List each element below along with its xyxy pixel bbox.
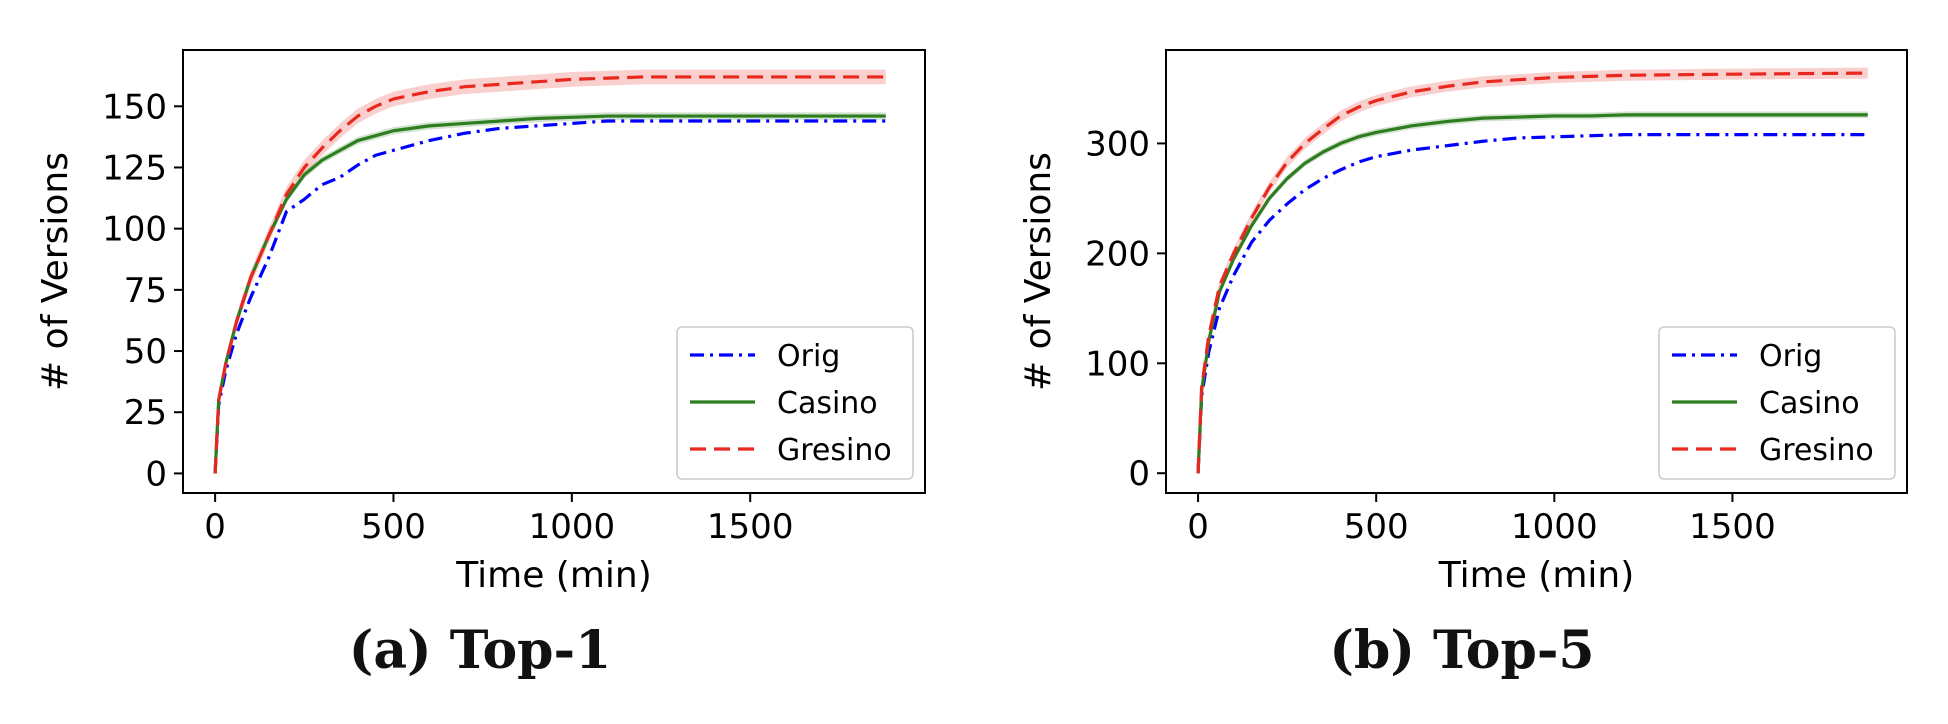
y-tick-label: 0 [145,454,167,494]
y-tick-label: 25 [124,393,167,433]
x-axis-label: Time (min) [455,555,652,596]
legend-label-gresino: Gresino [777,433,892,468]
y-tick-label: 150 [102,87,167,127]
panel-caption-b: (b) Top-5 [1329,620,1595,681]
x-tick-label: 1000 [529,507,616,547]
series-line-casino [1196,113,1868,474]
chart-panel-1: 0 500 1000 1500 0 25 50 75 100 125 150 Time (min) # … [35,49,926,596]
chart-panel-2: 0 500 1000 1500 0 100 200 300 Time (min) # of Ver… [1018,49,1908,596]
y-axis-label: # of Versions [35,152,76,391]
x-tick-label: 0 [204,507,226,547]
series-line-gresino [213,75,886,474]
legend-box [676,326,914,480]
y-tick-label: 200 [1085,234,1150,274]
x-tick-label: 1000 [1511,507,1598,547]
y-tick-label: 125 [102,148,167,188]
x-tick-label: 0 [1187,507,1209,547]
y-axis-label: # of Versions [1018,152,1059,391]
series-line-gresino [1196,71,1868,474]
legend-label-orig: Orig [777,339,840,374]
y-tick-label: 75 [124,271,167,311]
legend-box [1658,326,1896,480]
y-tick-label: 100 [102,210,167,250]
x-tick-label: 1500 [707,507,794,547]
x-tick-label: 1500 [1689,507,1776,547]
x-axis-label: Time (min) [1438,555,1635,596]
legend-label-orig: Orig [1759,339,1822,374]
plot-frame [1165,49,1908,494]
panel-caption-a: (a) Top-1 [348,620,612,681]
x-tick-label: 500 [361,507,426,547]
legend-label-casino: Casino [1759,386,1860,421]
y-tick-label: 50 [124,332,167,372]
legend-label-casino: Casino [777,386,878,421]
legend: Orig Casino Gresino [1658,326,1896,480]
y-tick-label: 100 [1085,344,1150,384]
plot-frame [182,49,926,494]
legend-label-gresino: Gresino [1759,433,1874,468]
y-tick-label: 0 [1128,454,1150,494]
legend: Orig Casino Gresino [676,326,914,480]
series-line-orig [1196,133,1868,474]
y-tick-label: 300 [1085,124,1150,164]
series-line-orig [213,119,886,474]
x-tick-label: 500 [1344,507,1409,547]
